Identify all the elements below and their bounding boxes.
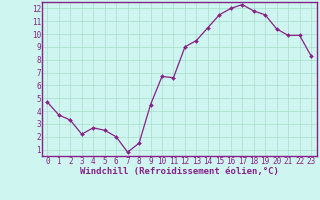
- X-axis label: Windchill (Refroidissement éolien,°C): Windchill (Refroidissement éolien,°C): [80, 167, 279, 176]
